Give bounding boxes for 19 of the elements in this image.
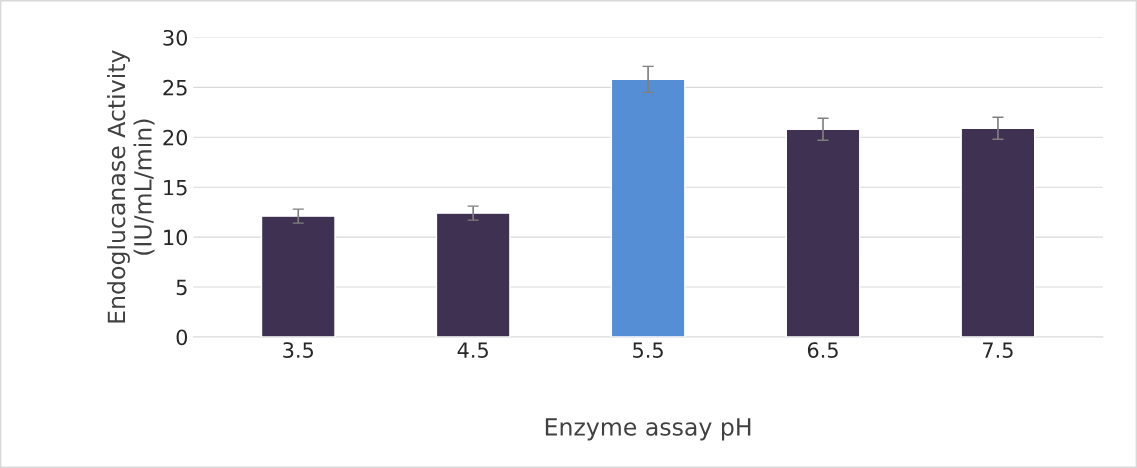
y-tick-label: 20: [163, 129, 188, 146]
bar: [960, 127, 1036, 337]
x-tick-label: 7.5: [983, 342, 1013, 358]
y-tick-label: 25: [163, 79, 187, 96]
x-tick-label: 6.5: [807, 342, 838, 358]
y-tick-label: 0: [176, 329, 188, 346]
x-axis-title: Enzyme assay pH: [545, 418, 751, 441]
bar: [435, 212, 511, 337]
bar: [610, 78, 686, 337]
y-tick-label: 10: [164, 229, 188, 246]
y-tick-label: 5: [176, 279, 187, 296]
x-tick-label: 4.5: [457, 342, 488, 358]
x-tick-label: 5.5: [633, 342, 663, 358]
y-tick-label: 15: [164, 179, 187, 196]
bar: [785, 128, 861, 337]
x-tick-label: 3.5: [283, 342, 313, 358]
bar: [260, 215, 336, 337]
y-tick-label: 30: [163, 29, 188, 46]
y-axis-title: Endoglucanase Activity (IU/mL/min): [107, 50, 155, 323]
